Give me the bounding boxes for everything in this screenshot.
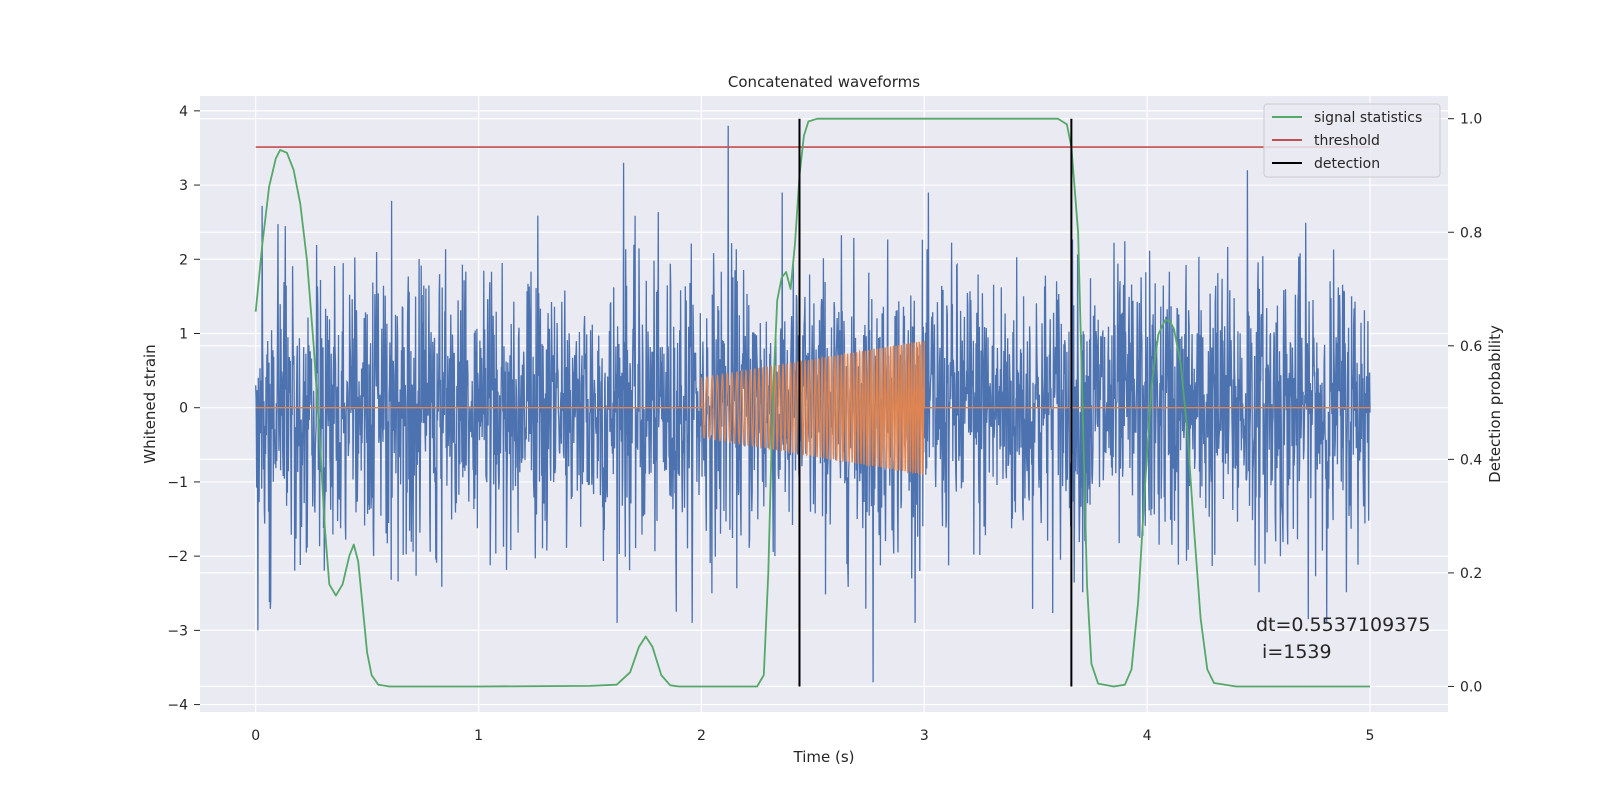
y2-tick-label: 1.0 <box>1460 112 1482 128</box>
annotation-index: i=1539 <box>1256 641 1332 663</box>
y-tick-label: 3 <box>179 178 188 194</box>
legend-box <box>1263 103 1441 178</box>
y2-tick-label: 0.0 <box>1460 679 1482 695</box>
chart-title: Concatenated waveforms <box>728 73 920 91</box>
y-tick-label: 2 <box>179 252 188 268</box>
x-tick-label: 4 <box>1143 728 1152 744</box>
y2-tick-label: 0.4 <box>1460 452 1482 468</box>
x-axis-label: Time (s) <box>793 748 855 766</box>
y-tick-label: −3 <box>167 623 188 639</box>
signal-statistics-line <box>254 117 1370 688</box>
x-tick-label: 3 <box>920 728 929 744</box>
legend-label-signal-statistics: signal statistics <box>1314 110 1422 126</box>
x-tick-label: 2 <box>697 728 706 744</box>
y-axis-label: Whitened strain <box>141 344 159 463</box>
plot-area <box>254 117 1371 688</box>
legend: signal statistics threshold detection <box>1263 103 1441 178</box>
y-tick-label: 1 <box>179 326 188 342</box>
legend-label-detection: detection <box>1314 156 1380 172</box>
x-tick-label: 5 <box>1366 728 1375 744</box>
y2-tick-label: 0.2 <box>1460 566 1482 582</box>
y-tick-label: −1 <box>167 475 188 491</box>
x-tick-label: 0 <box>251 728 260 744</box>
y2-tick-label: 0.8 <box>1460 225 1482 241</box>
y2-axis-label: Detection probability <box>1486 325 1504 483</box>
x-tick-label: 1 <box>474 728 483 744</box>
y-tick-label: 4 <box>179 104 188 120</box>
y-tick-label: −2 <box>167 549 188 565</box>
y-tick-label: −4 <box>167 698 188 714</box>
legend-label-threshold: threshold <box>1314 133 1380 149</box>
waveform-chirp-line <box>255 340 1370 477</box>
annotation-dt: dt=0.5537109375 <box>1256 614 1430 636</box>
axis-ticks: 0 1 2 3 4 5 −4 −3 −2 −1 0 1 2 3 4 0.0 0.2 0.4 0.6 0.8 1.0 <box>167 104 1482 744</box>
y2-tick-label: 0.6 <box>1460 339 1482 355</box>
y-tick-label: 0 <box>179 401 188 417</box>
strain-noise-line <box>255 125 1371 683</box>
